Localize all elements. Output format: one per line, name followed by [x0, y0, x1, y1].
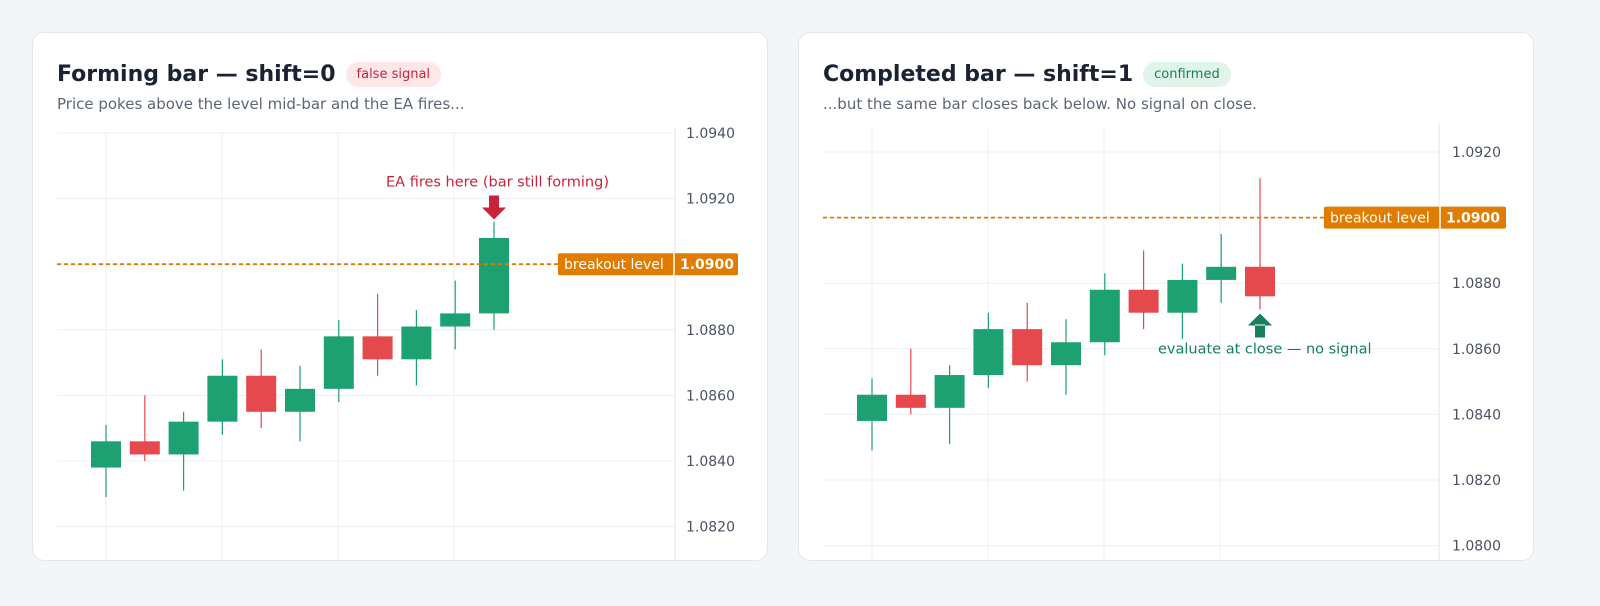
breakout-level-label: breakout level — [564, 257, 664, 273]
candle — [440, 280, 471, 350]
candle — [1206, 234, 1237, 303]
annotation-label: evaluate at close — no signal — [1158, 341, 1372, 357]
annotation-label: EA fires here (bar still forming) — [386, 175, 609, 191]
candle — [285, 365, 315, 442]
candle — [1245, 178, 1275, 310]
candle-body — [323, 336, 354, 389]
candle — [934, 365, 965, 444]
candle — [857, 378, 887, 451]
y-tick-label: 1.0820 — [1452, 473, 1501, 489]
candle — [1128, 250, 1159, 330]
breakout-level-label: breakout level — [1330, 211, 1430, 227]
up-arrow-icon — [1248, 313, 1272, 338]
candle-body — [973, 329, 1004, 376]
candle — [1167, 263, 1198, 339]
candle-body — [246, 375, 277, 412]
candle — [207, 359, 238, 435]
y-tick-label: 1.0840 — [1452, 407, 1501, 423]
candle-body — [1012, 329, 1043, 366]
candle-body — [934, 375, 965, 408]
status-badge: confirmed — [1143, 61, 1231, 87]
candle-body — [129, 441, 160, 455]
grid — [57, 128, 676, 560]
candle — [1089, 273, 1120, 356]
breakout-level-value: 1.0900 — [680, 257, 734, 273]
card-header: Forming bar — shift=0 false signal — [57, 60, 442, 88]
candle — [1012, 302, 1043, 382]
candle — [323, 319, 354, 402]
candlestick-chart: 1.0940 1.0920 1.0900 1.0880 1.0860 1.0840 1.08… — [57, 126, 738, 560]
y-tick-label: 1.0940 — [686, 126, 735, 142]
y-tick-label: 1.0820 — [686, 520, 735, 536]
card-title: Forming bar — shift=0 — [57, 61, 336, 87]
candles — [91, 221, 509, 498]
status-badge: false signal — [345, 61, 442, 87]
candle — [168, 411, 199, 491]
chart-card-completed-bar: Completed bar — shift=1 confirmed ...but… — [798, 32, 1534, 561]
candle-body — [1128, 289, 1159, 313]
candlestick-chart: 1.0920 1.0900 1.0880 1.0860 1.0840 1.0820 1.08… — [823, 123, 1506, 560]
candle-body — [479, 237, 509, 314]
candle — [129, 395, 160, 461]
candle — [401, 310, 432, 386]
y-tick-label: 1.0840 — [686, 454, 735, 470]
y-tick-label: 1.0800 — [1452, 539, 1501, 555]
candle — [479, 221, 509, 330]
candle-body — [285, 388, 315, 412]
candle-body — [1206, 266, 1237, 280]
candle-body — [168, 421, 199, 455]
candle-body — [401, 326, 432, 360]
candle — [895, 348, 926, 415]
card-header: Completed bar — shift=1 confirmed — [823, 60, 1231, 88]
candle-body — [1245, 266, 1275, 297]
y-tick-label: 1.0880 — [686, 323, 735, 339]
candle-body — [1051, 342, 1081, 366]
candle — [91, 424, 121, 498]
candle-body — [1167, 279, 1198, 313]
candle-body — [91, 441, 121, 468]
candle — [1051, 319, 1081, 395]
candle-body — [362, 336, 393, 360]
y-tick-label: 1.0920 — [686, 192, 735, 208]
candle-body — [857, 394, 887, 421]
down-arrow-icon — [482, 195, 506, 220]
y-tick-label: 1.0860 — [1452, 342, 1501, 358]
candle — [246, 349, 277, 429]
candle — [362, 293, 393, 376]
candles — [857, 178, 1275, 451]
breakout-level-value: 1.0900 — [1446, 211, 1500, 227]
card-subtitle: ...but the same bar closes back below. N… — [823, 95, 1257, 113]
y-tick-label: 1.0880 — [1452, 276, 1501, 292]
card-title: Completed bar — shift=1 — [823, 61, 1134, 87]
candle-body — [440, 313, 471, 327]
candle-body — [1089, 289, 1120, 343]
breakout-level-tag — [558, 253, 738, 276]
candle-body — [895, 394, 926, 408]
chart-card-forming-bar: Forming bar — shift=0 false signal Price… — [32, 32, 768, 561]
candle — [973, 312, 1004, 389]
card-subtitle: Price pokes above the level mid-bar and … — [57, 95, 465, 113]
candle-body — [207, 375, 238, 422]
y-tick-label: 1.0920 — [1452, 145, 1501, 161]
breakout-level-tag — [1324, 206, 1506, 229]
y-tick-label: 1.0860 — [686, 388, 735, 404]
